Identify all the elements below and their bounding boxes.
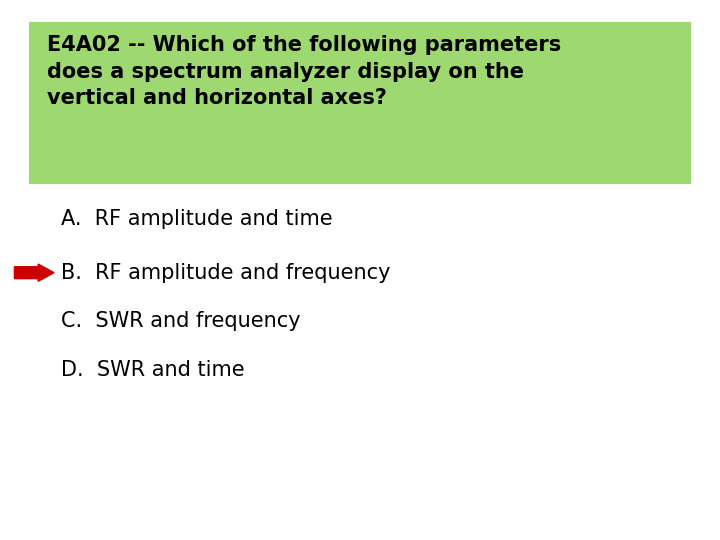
FancyArrow shape xyxy=(14,264,54,281)
Text: A.  RF amplitude and time: A. RF amplitude and time xyxy=(61,208,333,229)
Text: E4A02 -- Which of the following parameters
does a spectrum analyzer display on t: E4A02 -- Which of the following paramete… xyxy=(47,35,561,108)
Text: B.  RF amplitude and frequency: B. RF amplitude and frequency xyxy=(61,262,391,283)
Text: C.  SWR and frequency: C. SWR and frequency xyxy=(61,311,301,332)
FancyBboxPatch shape xyxy=(29,22,691,184)
Text: D.  SWR and time: D. SWR and time xyxy=(61,360,245,380)
